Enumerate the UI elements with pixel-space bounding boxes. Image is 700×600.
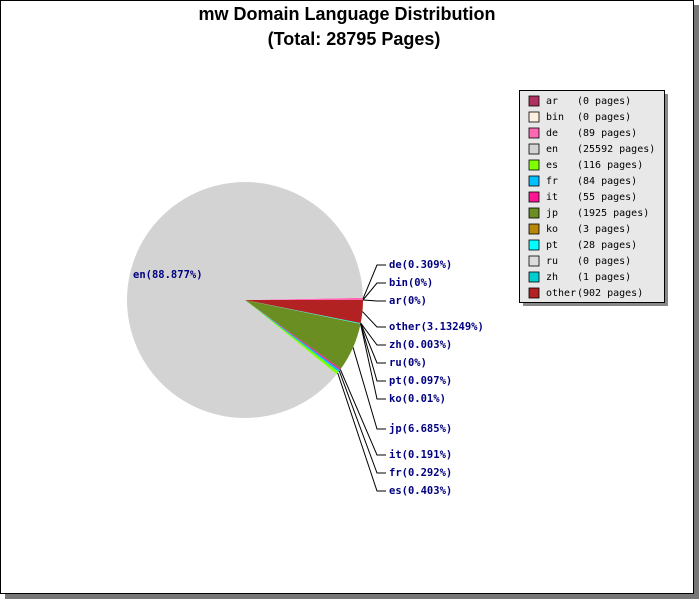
- slice-label: jp(6.685%): [389, 423, 452, 435]
- legend-swatch: [528, 239, 540, 251]
- legend-swatch: [528, 287, 540, 299]
- legend: [519, 90, 665, 303]
- slice-label: other(3.13249%): [389, 321, 484, 333]
- leader-line: [360, 322, 386, 364]
- leader-line: [337, 372, 386, 492]
- pie-slice: [245, 300, 339, 375]
- legend-swatch: [528, 127, 540, 139]
- legend-swatch: [528, 111, 540, 123]
- slice-label: es(0.403%): [389, 485, 452, 497]
- legend-pages: (89 pages): [577, 128, 637, 139]
- leader-line: [339, 369, 386, 456]
- slice-label: bin(0%): [389, 277, 433, 289]
- legend-pages: (28 pages): [577, 240, 637, 251]
- legend-name: pt: [546, 240, 558, 251]
- legend-swatch: [528, 271, 540, 283]
- pie-slice: [245, 300, 361, 324]
- legend-pages: (1 pages): [577, 272, 631, 283]
- legend-swatch: [528, 175, 540, 187]
- legend-pages: (902 pages): [577, 288, 643, 299]
- legend-pages: (0 pages): [577, 112, 631, 123]
- chart-subtitle: (Total: 28795 Pages): [268, 29, 441, 49]
- legend-swatch: [528, 191, 540, 203]
- leader-line: [360, 323, 386, 382]
- legend-swatch: [528, 255, 540, 267]
- legend-pages: (25592 pages): [577, 144, 655, 155]
- slice-label: it(0.191%): [389, 449, 452, 461]
- legend-pages: (0 pages): [577, 96, 631, 107]
- slice-label: ru(0%): [389, 357, 427, 369]
- legend-name: fr: [546, 176, 558, 187]
- leader-line: [352, 347, 386, 430]
- legend-name: ru: [546, 256, 558, 267]
- legend-pages: (1925 pages): [577, 208, 649, 219]
- pie-slice: [245, 300, 363, 324]
- legend-name: en: [546, 144, 558, 155]
- legend-pages: (55 pages): [577, 192, 637, 203]
- leader-line: [360, 323, 386, 400]
- legend-swatch: [528, 95, 540, 107]
- chart-title: mw Domain Language Distribution: [198, 4, 495, 24]
- slice-label: en(88.877%): [133, 269, 203, 281]
- leader-line: [360, 322, 386, 346]
- pie-slice: [245, 300, 361, 324]
- pie-slice: [126, 182, 363, 418]
- pie-slice: [245, 300, 361, 324]
- legend-pages: (3 pages): [577, 224, 631, 235]
- legend-swatch: [528, 143, 540, 155]
- leader-line: [338, 370, 386, 474]
- legend-name: de: [546, 128, 558, 139]
- legend-swatch: [528, 207, 540, 219]
- legend-pages: (0 pages): [577, 256, 631, 267]
- leader-line: [362, 282, 386, 301]
- legend-swatch: [528, 159, 540, 171]
- pie-slice: [245, 300, 361, 369]
- leader-line: [362, 311, 386, 328]
- legend-pages: (116 pages): [577, 160, 643, 171]
- slice-label: de(0.309%): [389, 259, 452, 271]
- legend-pages: (84 pages): [577, 176, 637, 187]
- legend-name: jp: [546, 208, 558, 219]
- legend-name: ko: [546, 224, 558, 235]
- legend-name: es: [546, 160, 558, 171]
- slice-label: ar(0%): [389, 295, 427, 307]
- legend-name: it: [546, 192, 558, 203]
- leader-line: [362, 264, 386, 300]
- leader-line: [362, 299, 386, 302]
- pie-slice: [245, 300, 340, 372]
- legend-name: other: [546, 288, 576, 299]
- slice-label: fr(0.292%): [389, 467, 452, 479]
- legend-name: ar: [546, 96, 558, 107]
- legend-swatch: [528, 223, 540, 235]
- slice-label: pt(0.097%): [389, 375, 452, 387]
- legend-name: bin: [546, 112, 564, 123]
- pie-slice: [245, 297, 363, 300]
- slice-label: zh(0.003%): [389, 339, 452, 351]
- pie-slice: [245, 300, 341, 371]
- legend-name: zh: [546, 272, 558, 283]
- slice-label: ko(0.01%): [389, 393, 446, 405]
